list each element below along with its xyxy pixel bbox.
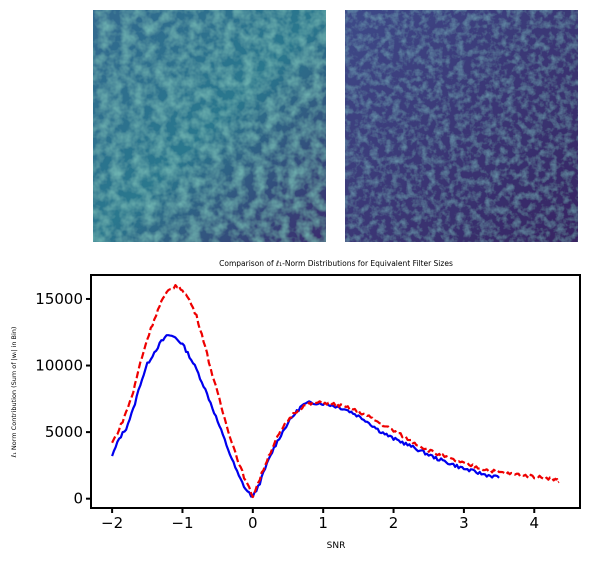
x-tick-label: 1 [318, 514, 328, 532]
x-tick-label: 2 [389, 514, 399, 532]
y-axis-label: ℓ₁ Norm Contribution (Sum of |wᵢ| in Bin… [10, 327, 18, 458]
plot-frame [90, 274, 581, 509]
x-tick-label: 3 [459, 514, 469, 532]
x-tick-label: 4 [529, 514, 539, 532]
y-tick-label: 10000 [35, 357, 83, 375]
x-tick-label: −2 [101, 514, 123, 532]
x-tick-label: 0 [248, 514, 258, 532]
x-tick-label: −1 [171, 514, 193, 532]
y-tick-label: 15000 [35, 290, 83, 308]
noise-map-left [93, 10, 326, 242]
x-axis-label: SNR [327, 541, 346, 551]
noise-map-right [345, 10, 578, 242]
line-chart: −2 −1 0 1 2 3 4 0 5000 10000 15000 [35, 283, 560, 532]
y-tick-label: 0 [73, 490, 83, 508]
y-tick-label: 5000 [45, 423, 83, 441]
series-line-dashed [111, 283, 560, 499]
series-line-solid [111, 334, 500, 498]
chart-title: Comparison of ℓ₁-Norm Distributions for … [219, 259, 453, 268]
